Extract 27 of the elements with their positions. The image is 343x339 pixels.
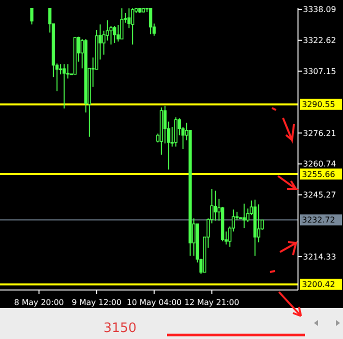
ref-line-label: 3200.42 — [302, 280, 336, 290]
text: 3150 — [103, 321, 137, 336]
candlestick — [131, 8, 134, 46]
candlestick — [120, 8, 124, 40]
y-tick-label: 3245.27 — [303, 190, 336, 200]
x-tick-label: 10 May 04:00 — [126, 298, 182, 307]
y-tick-label: 3276.21 — [303, 128, 336, 138]
y-tick-label: 3307.15 — [303, 67, 336, 76]
ref-line-label: 3232.72 — [302, 216, 336, 225]
y-tick-label: 3338.09 — [303, 5, 336, 14]
ref-line-label: 3255.66 — [302, 170, 336, 179]
candlestick — [214, 190, 217, 222]
candlestick — [257, 204, 260, 243]
candlestick — [113, 25, 116, 44]
candlestick — [30, 8, 34, 25]
y-tick-label: 3260.74 — [303, 160, 336, 169]
candlestick — [174, 116, 178, 148]
y-tick-label: 3214.33 — [303, 252, 336, 262]
candlestick — [62, 64, 66, 109]
x-tick-label: 8 May 20:00 — [14, 298, 64, 307]
candlestick — [149, 8, 152, 35]
candlestick — [127, 8, 131, 29]
candlestick — [242, 203, 246, 229]
x-tick-label: 12 May 21:00 — [184, 298, 240, 307]
ref-line-label: 3290.55 — [302, 100, 336, 110]
y-tick-label: 3322.62 — [303, 36, 336, 46]
x-tick-label: 9 May 12:00 — [72, 298, 122, 307]
